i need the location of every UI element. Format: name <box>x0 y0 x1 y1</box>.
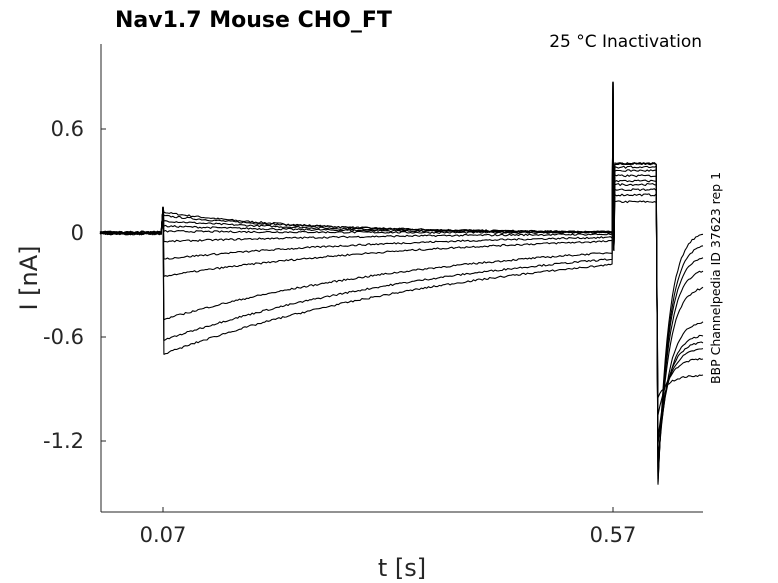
side-label: BBP Channelpedia ID 37623 rep 1 <box>708 172 723 384</box>
x-ticks: 0.07 0.57 <box>140 507 637 547</box>
y-tick-label: 0.6 <box>51 117 84 141</box>
axes <box>100 44 703 513</box>
x-axis-label: t [s] <box>378 554 426 582</box>
current-trace <box>99 81 704 480</box>
y-axis-label: I [nA] <box>15 245 43 310</box>
y-tick-label: -0.6 <box>43 325 84 349</box>
x-tick-label: 0.07 <box>140 523 187 547</box>
chart-title: Nav1.7 Mouse CHO_FT <box>115 8 392 33</box>
current-traces <box>99 81 704 485</box>
y-tick-label: -1.2 <box>43 429 84 453</box>
y-ticks: 0.6 0 -0.6 -1.2 <box>43 117 106 453</box>
current-trace <box>99 81 704 484</box>
current-trace <box>99 81 704 459</box>
current-trace <box>99 81 704 485</box>
current-trace <box>99 81 704 477</box>
y-tick-label: 0 <box>71 221 84 245</box>
chart-annotation: 25 °C Inactivation <box>549 32 702 52</box>
current-trace <box>99 81 704 468</box>
current-trace <box>99 81 704 473</box>
x-tick-label: 0.57 <box>590 523 637 547</box>
